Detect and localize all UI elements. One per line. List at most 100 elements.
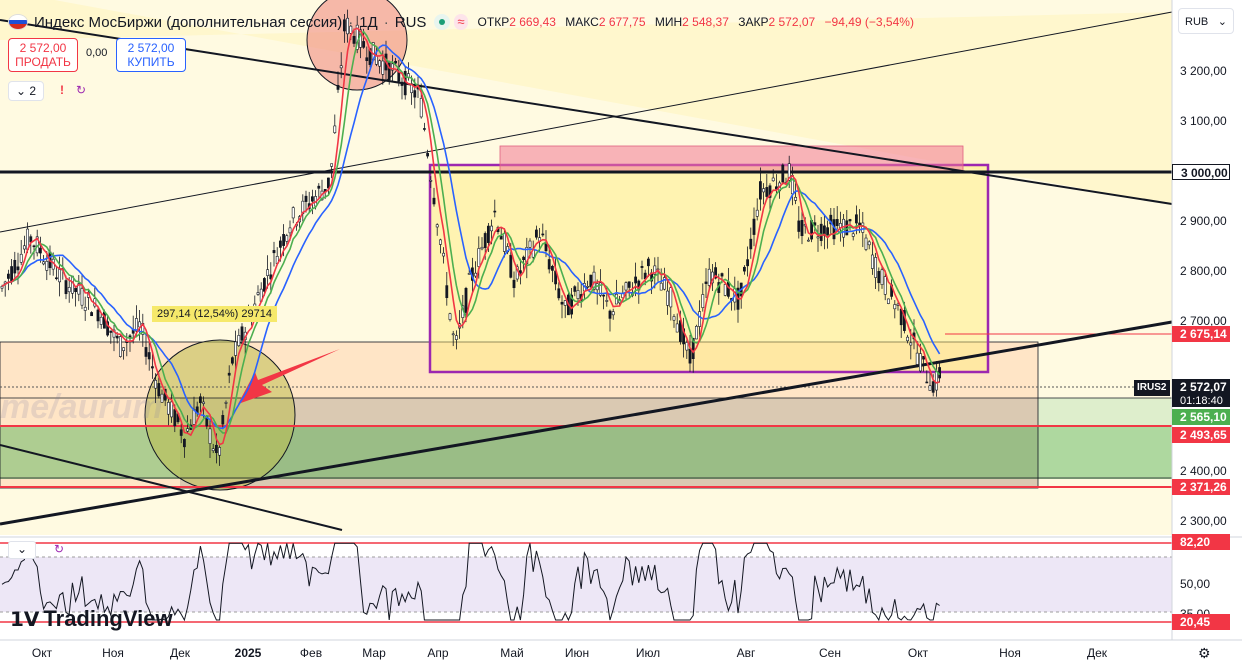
candle-body — [16, 266, 20, 271]
candle-body — [576, 290, 580, 299]
rsi-band — [0, 557, 1172, 612]
candle-body — [45, 260, 49, 271]
candle-body — [541, 233, 545, 236]
candle-body — [634, 276, 638, 284]
candle-body — [154, 379, 158, 389]
candle-body — [32, 245, 36, 248]
candle-body — [432, 197, 436, 205]
candle-body — [77, 283, 81, 295]
candle-body — [435, 224, 439, 228]
candle-body — [451, 333, 455, 336]
candle-body — [202, 401, 206, 404]
candle-body — [285, 235, 289, 242]
candle-body — [742, 266, 746, 272]
x-label: 2025 — [234, 646, 262, 660]
candle-body — [490, 225, 494, 232]
candle-body — [483, 233, 487, 248]
rsi-refresh-icon[interactable]: ↻ — [54, 542, 65, 556]
candle-body — [864, 237, 868, 250]
candle-body — [151, 366, 154, 369]
price-label: 3 200,00 — [1180, 64, 1227, 78]
ohlc-values: ОТКР2 669,43 МАКС2 677,75 МИН2 548,37 ЗА… — [477, 15, 914, 29]
candle-body — [342, 19, 346, 32]
candle-body — [640, 266, 644, 268]
candle-body — [227, 372, 231, 376]
x-label: Сен — [819, 646, 841, 660]
rsi-tag-top: 82,20 — [1172, 534, 1230, 550]
candle-body — [186, 428, 190, 432]
x-label: Мар — [362, 646, 386, 660]
candle-body — [611, 311, 615, 316]
candle-body — [781, 164, 785, 183]
sell-button[interactable]: 2 572,00 ПРОДАТЬ — [8, 38, 78, 72]
price-tag-2371: 2 371,26 — [1172, 479, 1230, 495]
candle-body — [752, 218, 756, 235]
candle-body — [688, 348, 692, 364]
buy-button[interactable]: 2 572,00 КУПИТЬ — [116, 38, 186, 72]
candle-body — [922, 355, 926, 360]
candle-body — [528, 240, 532, 248]
candle-body — [877, 271, 881, 284]
refresh-icon[interactable]: ↻ — [76, 83, 87, 97]
warning-icon[interactable]: ! — [60, 83, 64, 97]
candle-body — [918, 353, 922, 372]
candle-body — [135, 318, 138, 332]
candle-body — [221, 415, 225, 425]
settings-gear-icon[interactable]: ⚙ — [1198, 645, 1211, 661]
candle-body — [317, 185, 321, 189]
candle-body — [304, 195, 308, 202]
candle-body — [480, 246, 484, 250]
x-label: Май — [500, 646, 524, 660]
candle-body — [557, 288, 561, 299]
change-value: −94,49 (−3,54%) — [824, 15, 914, 29]
candle-body — [464, 288, 468, 313]
red-arrow — [238, 349, 340, 404]
candle-body — [333, 125, 337, 134]
candle-body — [112, 329, 116, 338]
candle-body — [339, 65, 343, 69]
candle-body — [378, 60, 382, 67]
candle-body — [122, 347, 126, 351]
candle-body — [851, 233, 855, 237]
circle-bottom — [144, 339, 296, 491]
trendline-low — [0, 444, 343, 531]
price-label: 2 900,00 — [1180, 214, 1227, 228]
price-tag-2493: 2 493,65 — [1172, 427, 1230, 443]
rsi-collapse-button[interactable]: ⌄ — [8, 541, 36, 559]
candle-body — [119, 336, 122, 357]
candle-body — [691, 338, 695, 359]
candle-body — [445, 285, 449, 299]
timeframe[interactable]: 1Д — [359, 13, 378, 31]
candle-body — [438, 239, 442, 245]
exchange: RUS — [394, 13, 427, 31]
candle-body — [605, 300, 609, 302]
spread-value: 0,00 — [86, 47, 108, 59]
chevron-down-icon: ⌄ — [1217, 16, 1227, 28]
symbol-title[interactable]: Индекс МосБиржи (дополнительная сессия) — [34, 13, 343, 31]
ma-slow — [1, 44, 941, 430]
candle-body — [726, 281, 730, 297]
session-icon[interactable]: ≈ — [454, 14, 468, 30]
candle-body — [509, 254, 513, 278]
candle-body — [160, 393, 164, 403]
candle-body — [211, 448, 215, 451]
indicators-toggle[interactable]: ⌄ 2 — [8, 81, 44, 101]
tv-logo-icon: 𝟭𝗩 — [10, 608, 40, 631]
candle-body — [701, 294, 705, 308]
candle-body — [598, 282, 602, 296]
candle-body — [262, 278, 266, 292]
candle-body — [183, 438, 186, 448]
candle-body — [870, 254, 874, 269]
candle-body — [787, 163, 791, 181]
candle-body — [861, 222, 865, 233]
candle-body — [215, 444, 218, 454]
candle-body — [157, 383, 161, 397]
candle-body — [672, 316, 676, 321]
candle-body — [659, 282, 663, 291]
market-status-icon[interactable] — [434, 14, 451, 30]
candle-body — [362, 41, 366, 48]
ma-fast — [1, 27, 940, 446]
currency-selector[interactable]: RUB ⌄ — [1178, 8, 1234, 34]
candle-body — [758, 181, 762, 200]
